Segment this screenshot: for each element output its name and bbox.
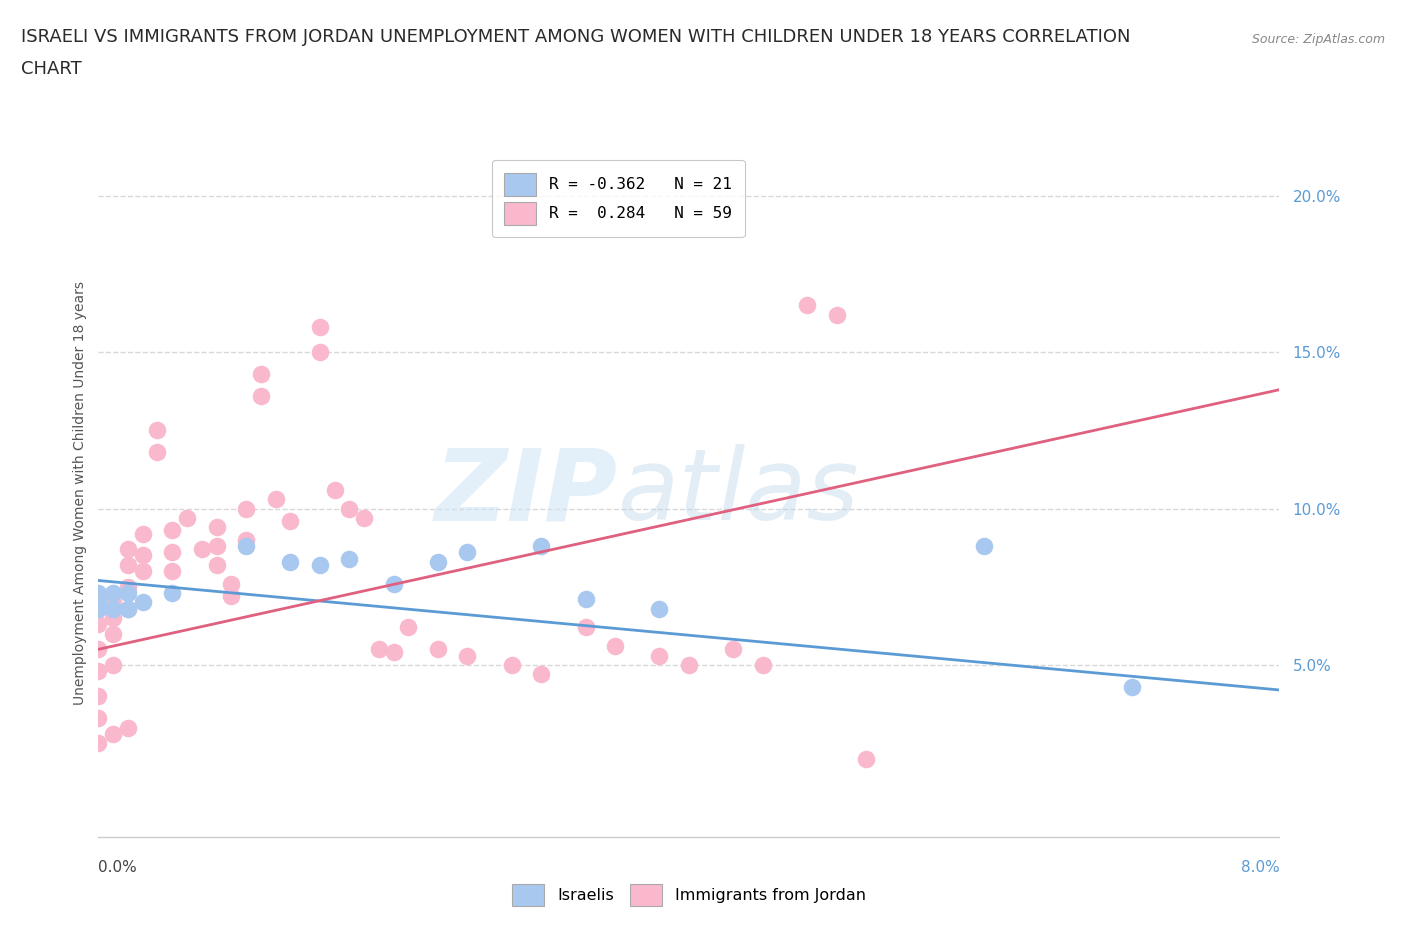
Point bbox=[825, 307, 848, 322]
Point bbox=[146, 423, 169, 438]
Point bbox=[235, 532, 257, 547]
Point bbox=[103, 586, 125, 601]
Point bbox=[103, 726, 125, 741]
Point bbox=[146, 445, 169, 459]
Point bbox=[132, 526, 155, 541]
Point bbox=[162, 564, 183, 578]
Point bbox=[205, 557, 228, 572]
Point bbox=[103, 611, 125, 626]
Point bbox=[309, 557, 332, 572]
Text: ZIP: ZIP bbox=[434, 445, 619, 541]
Point bbox=[87, 601, 110, 616]
Text: Source: ZipAtlas.com: Source: ZipAtlas.com bbox=[1251, 33, 1385, 46]
Point bbox=[221, 577, 243, 591]
Point bbox=[398, 620, 420, 635]
Point bbox=[176, 511, 198, 525]
Point bbox=[457, 545, 479, 560]
Point bbox=[309, 345, 332, 360]
Point bbox=[103, 626, 125, 641]
Point bbox=[87, 664, 110, 679]
Point bbox=[87, 601, 110, 616]
Point bbox=[427, 554, 450, 569]
Point bbox=[796, 298, 818, 312]
Point bbox=[339, 501, 361, 516]
Point bbox=[382, 577, 405, 591]
Point bbox=[117, 542, 139, 557]
Point bbox=[530, 538, 553, 553]
Point bbox=[162, 545, 183, 560]
Point bbox=[264, 492, 287, 507]
Point bbox=[752, 658, 775, 672]
Point bbox=[205, 538, 228, 553]
Point bbox=[1121, 680, 1143, 695]
Point bbox=[117, 601, 139, 616]
Point bbox=[103, 658, 125, 672]
Point bbox=[117, 557, 139, 572]
Point bbox=[191, 542, 214, 557]
Point bbox=[648, 648, 671, 663]
Point bbox=[87, 595, 110, 610]
Point bbox=[117, 720, 139, 735]
Point bbox=[87, 586, 110, 601]
Point bbox=[117, 579, 139, 594]
Point bbox=[250, 389, 273, 404]
Point bbox=[339, 551, 361, 566]
Point bbox=[678, 658, 700, 672]
Point bbox=[205, 520, 228, 535]
Point bbox=[530, 667, 553, 682]
Point bbox=[221, 589, 243, 604]
Text: ISRAELI VS IMMIGRANTS FROM JORDAN UNEMPLOYMENT AMONG WOMEN WITH CHILDREN UNDER 1: ISRAELI VS IMMIGRANTS FROM JORDAN UNEMPL… bbox=[21, 28, 1130, 46]
Point bbox=[427, 642, 450, 657]
Point bbox=[605, 639, 627, 654]
Point bbox=[87, 617, 110, 631]
Point bbox=[723, 642, 745, 657]
Point bbox=[235, 501, 257, 516]
Point bbox=[855, 751, 877, 766]
Point bbox=[575, 620, 598, 635]
Text: atlas: atlas bbox=[619, 445, 859, 541]
Point bbox=[117, 601, 139, 616]
Text: 0.0%: 0.0% bbox=[98, 860, 138, 875]
Point bbox=[87, 642, 110, 657]
Point bbox=[132, 595, 155, 610]
Point bbox=[103, 595, 125, 610]
Point bbox=[323, 483, 346, 498]
Point bbox=[309, 320, 332, 335]
Point bbox=[501, 658, 523, 672]
Point bbox=[368, 642, 391, 657]
Point bbox=[575, 591, 598, 606]
Legend: Israelis, Immigrants from Jordan: Israelis, Immigrants from Jordan bbox=[506, 877, 872, 912]
Point bbox=[87, 711, 110, 725]
Point bbox=[457, 648, 479, 663]
Point bbox=[353, 511, 375, 525]
Point bbox=[382, 645, 405, 660]
Text: 8.0%: 8.0% bbox=[1240, 860, 1279, 875]
Y-axis label: Unemployment Among Women with Children Under 18 years: Unemployment Among Women with Children U… bbox=[73, 281, 87, 705]
Point bbox=[973, 538, 995, 553]
Text: CHART: CHART bbox=[21, 60, 82, 78]
Point bbox=[132, 548, 155, 563]
Point bbox=[235, 538, 257, 553]
Point bbox=[132, 564, 155, 578]
Point bbox=[250, 366, 273, 381]
Point bbox=[162, 586, 183, 601]
Point bbox=[162, 523, 183, 538]
Point bbox=[648, 601, 671, 616]
Point bbox=[280, 554, 302, 569]
Point bbox=[117, 586, 139, 601]
Point bbox=[87, 736, 110, 751]
Point bbox=[280, 513, 302, 528]
Point bbox=[87, 689, 110, 704]
Point bbox=[103, 601, 125, 616]
Legend: R = -0.362   N = 21, R =  0.284   N = 59: R = -0.362 N = 21, R = 0.284 N = 59 bbox=[492, 160, 745, 237]
